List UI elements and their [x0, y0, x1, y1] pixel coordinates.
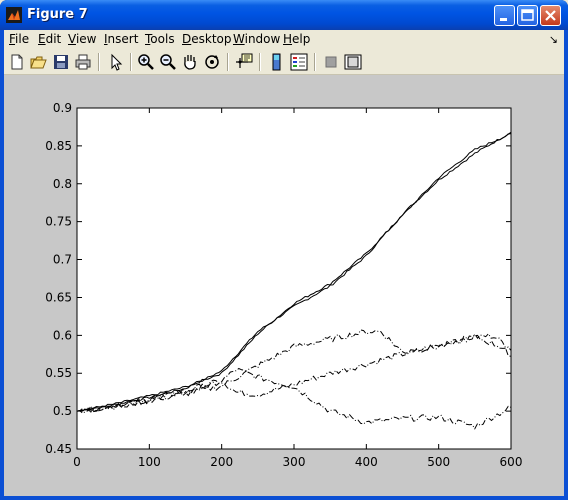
minimize-icon [500, 18, 507, 21]
menu-tools[interactable]: Tools [145, 32, 175, 46]
window-border-right [564, 30, 568, 500]
plot-svg: 0 100 200 300 400 500 600 0.45 0.5 0.55 0.6 0.65 0.7… [45, 101, 523, 469]
window-title: Figure 7 [27, 7, 88, 22]
y-tick-label: 0.9 [53, 101, 72, 115]
toolbar-separator [130, 53, 132, 71]
close-icon [545, 10, 556, 21]
toolbar-separator [227, 53, 229, 71]
menu-help[interactable]: Help [283, 32, 311, 46]
x-tick-label: 300 [283, 455, 306, 469]
window-border-bottom [0, 496, 568, 500]
menu-file[interactable]: File [9, 32, 30, 46]
series-line-5[interactable] [76, 329, 512, 412]
x-tick-label: 600 [500, 455, 523, 469]
x-tick-label: 100 [138, 455, 161, 469]
y-tick-label: 0.7 [53, 253, 72, 267]
undock-arrow-icon[interactable]: ↘ [548, 33, 558, 46]
new-file-icon[interactable] [7, 52, 27, 72]
y-tick-label: 0.75 [45, 215, 72, 229]
y-tick-label: 0.5 [53, 404, 72, 418]
zoom-out-icon[interactable] [158, 52, 178, 72]
menu-view[interactable]: View [68, 32, 97, 46]
print-icon[interactable] [73, 52, 93, 72]
series-line-3[interactable] [76, 332, 512, 413]
pointer-icon[interactable] [105, 52, 125, 72]
y-tick-label: 0.8 [53, 177, 72, 191]
pan-hand-icon[interactable] [180, 52, 200, 72]
axes-box[interactable] [76, 107, 512, 450]
save-icon[interactable] [51, 52, 71, 72]
hide-plot-tools-icon[interactable] [321, 52, 341, 72]
figure-canvas[interactable]: 0 100 200 300 400 500 600 0.45 0.5 0.55 0.6 0.65 0.7… [4, 75, 564, 496]
legend-icon[interactable] [289, 52, 309, 72]
toolbar-separator [314, 53, 316, 71]
menu-edit[interactable]: Edit [38, 32, 62, 46]
open-file-icon[interactable] [29, 52, 49, 72]
toolbar-separator [98, 53, 100, 71]
data-cursor-icon[interactable] [234, 52, 254, 72]
x-tick-label: 500 [427, 455, 450, 469]
y-tick-label: 0.45 [45, 442, 72, 456]
menu-insert[interactable]: Insert [104, 32, 139, 46]
minimize-button[interactable] [494, 5, 515, 26]
series-line-2[interactable] [76, 133, 512, 412]
y-tick-label: 0.85 [45, 139, 72, 153]
menu-bar: File Edit View Insert Tools Desktop Wind… [4, 30, 564, 50]
colorbar-icon[interactable] [267, 52, 287, 72]
series-line-4[interactable] [76, 367, 512, 430]
window-border-left [0, 30, 4, 500]
close-button[interactable] [540, 5, 561, 26]
menu-desktop[interactable]: Desktop [182, 32, 232, 46]
y-tick-label: 0.6 [53, 328, 72, 342]
x-tick-label: 0 [73, 455, 81, 469]
y-tick-label: 0.55 [45, 366, 72, 380]
figure-toolbar [4, 50, 564, 75]
rotate-3d-icon[interactable] [202, 52, 222, 72]
matlab-logo-icon [6, 7, 22, 23]
menu-window[interactable]: Window [233, 32, 281, 46]
show-plot-tools-icon[interactable] [343, 52, 363, 72]
x-tick-label: 400 [355, 455, 378, 469]
maximize-button[interactable] [517, 5, 538, 26]
series-line-1[interactable] [76, 131, 512, 412]
y-tick-label: 0.65 [45, 290, 72, 304]
title-bar[interactable]: Figure 7 [0, 0, 568, 30]
toolbar-separator [259, 53, 261, 71]
zoom-in-icon[interactable] [136, 52, 156, 72]
x-tick-label: 200 [210, 455, 233, 469]
